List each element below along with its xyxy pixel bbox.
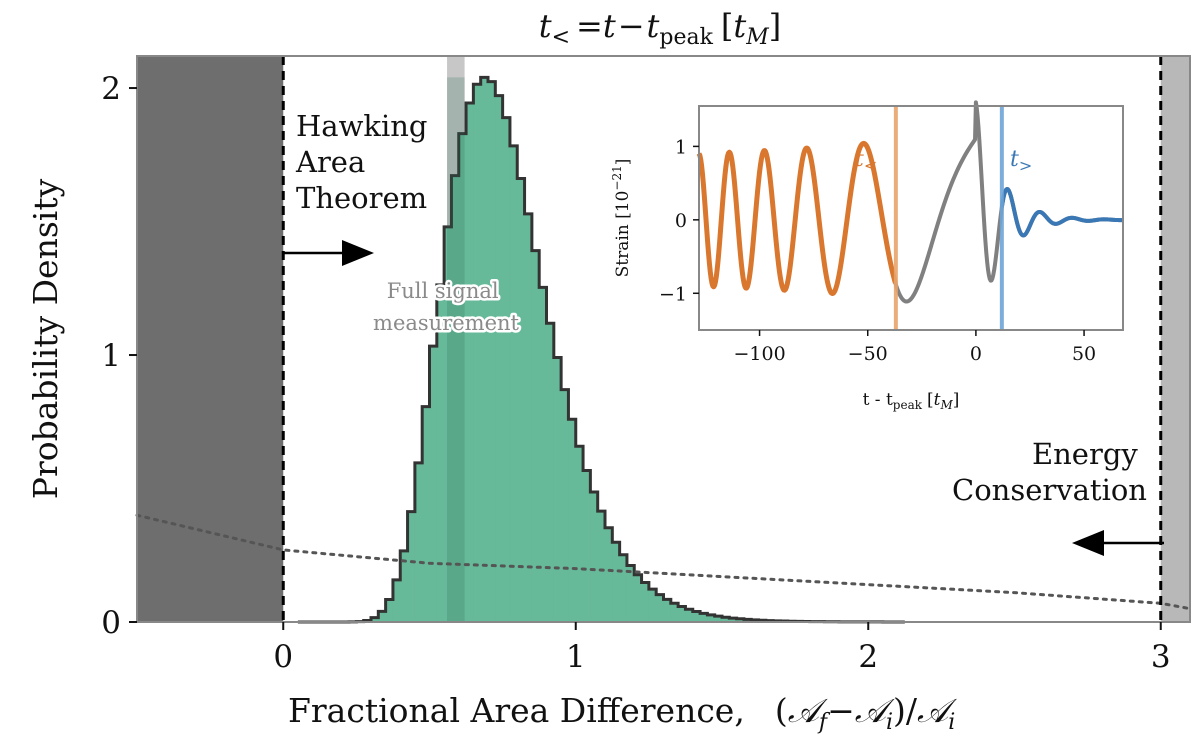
histogram-bin — [722, 617, 730, 622]
t-greater-label: t> — [1010, 147, 1032, 175]
full-signal-annotation: Full signal measurement — [373, 279, 519, 335]
histogram-bin — [685, 609, 694, 622]
histogram-bin — [400, 550, 408, 622]
full-signal-band-overlay — [447, 77, 465, 622]
inset-y-tick-label: −1 — [659, 283, 687, 305]
histogram-bin — [670, 603, 679, 622]
histogram-bin — [553, 357, 562, 622]
prior-curve — [135, 513, 1192, 611]
histogram-bin — [714, 616, 723, 622]
histogram-bin — [612, 542, 621, 622]
y-tick-label: 1 — [101, 338, 121, 374]
histogram-bin — [597, 511, 606, 622]
histogram-bin — [648, 589, 657, 622]
histogram-bin — [619, 554, 628, 622]
inset-x-tick-label: −50 — [848, 343, 888, 365]
histogram-bin — [378, 611, 387, 622]
histogram-bin — [444, 226, 452, 622]
y-tick-label: 0 — [101, 605, 121, 641]
histogram-bin — [692, 611, 701, 622]
x-axis-label: Fractional Area Difference, (𝒜f−𝒜i)/𝒜i — [288, 691, 957, 735]
t-less-label: t< — [855, 147, 877, 175]
histogram-bin — [480, 77, 489, 622]
histogram-bin — [458, 133, 467, 622]
histogram-bin — [583, 470, 591, 622]
chart-title: t< =t−tpeak [tM] — [539, 7, 782, 50]
plot-frame — [136, 55, 1191, 623]
histogram-bin — [422, 406, 430, 622]
inset-background — [699, 106, 1123, 330]
histogram-bin — [656, 594, 664, 622]
x-tick-label: 2 — [858, 639, 878, 675]
histogram-bin — [707, 614, 716, 622]
histogram-bin — [634, 574, 642, 622]
inset-x-label: t - tpeak [tM] — [863, 390, 960, 412]
histogram-bin — [568, 419, 577, 622]
energy-arrow — [1072, 530, 1164, 556]
histogram-bin — [539, 287, 547, 622]
inset-y-label: Strain [10−21] — [610, 159, 633, 278]
histogram-bin — [392, 579, 401, 622]
inset-x-tick-label: 50 — [1072, 343, 1096, 365]
pre-merger-line — [696, 140, 898, 297]
histogram-bin — [641, 582, 650, 622]
hawking-excluded-region — [137, 56, 284, 622]
x-tick-label: 0 — [273, 639, 293, 675]
y-axis-label: Probability Density — [26, 178, 65, 499]
histogram-bin — [385, 599, 394, 622]
inset-frame — [698, 105, 1124, 331]
histogram-bin — [429, 346, 438, 622]
histogram-bin — [736, 618, 745, 622]
hawking-arrow — [283, 240, 374, 266]
histogram-bin — [495, 95, 504, 622]
histogram-bin — [546, 323, 555, 622]
histogram-bin — [451, 175, 460, 622]
energy-annotation: Energy Conservation — [952, 437, 1147, 507]
histogram-bin — [626, 565, 635, 622]
histogram-bin — [371, 617, 379, 622]
posterior-histogram — [297, 75, 906, 624]
inset-y-tick-label: 1 — [675, 136, 687, 158]
hawking-annotation: Hawking Area Theorem — [295, 109, 437, 215]
histogram-bin — [700, 613, 708, 622]
strain-inset — [696, 100, 1125, 330]
energy-excluded-region — [1160, 56, 1190, 622]
histogram-bin — [605, 527, 613, 622]
histogram-bin — [407, 511, 416, 622]
post-merger-line — [999, 186, 1125, 238]
inset-y-tick-label: 0 — [675, 210, 687, 232]
axis-ticks: 0 1 2 3 0 1 2 — [101, 71, 1170, 675]
inset-axis-ticks: −100 −50 0 50 −1 0 1 — [659, 136, 1096, 365]
histogram-bin — [517, 178, 525, 622]
histogram-bin — [663, 599, 672, 622]
histogram-bin — [436, 284, 445, 622]
histogram-bin — [466, 102, 474, 623]
x-tick-label: 1 — [566, 639, 586, 675]
x-tick-label: 3 — [1151, 639, 1171, 675]
y-tick-label: 2 — [101, 71, 121, 107]
histogram-bin — [414, 462, 423, 622]
histogram-bin — [509, 145, 518, 622]
histogram-bin — [590, 492, 599, 622]
histogram-bin — [531, 250, 540, 622]
histogram-bin — [561, 389, 569, 622]
histogram-bin — [524, 213, 533, 622]
histogram-bin — [502, 117, 511, 622]
histogram-bin — [473, 84, 482, 622]
plot-background — [137, 56, 1190, 622]
inset-x-tick-label: −100 — [733, 343, 785, 365]
plot-overlay — [135, 56, 1192, 622]
histogram-bin — [575, 446, 584, 622]
histogram-bin — [729, 618, 738, 622]
histogram-bin — [488, 81, 496, 622]
histogram-bin — [678, 606, 686, 622]
inset-x-tick-label: 0 — [970, 343, 982, 365]
